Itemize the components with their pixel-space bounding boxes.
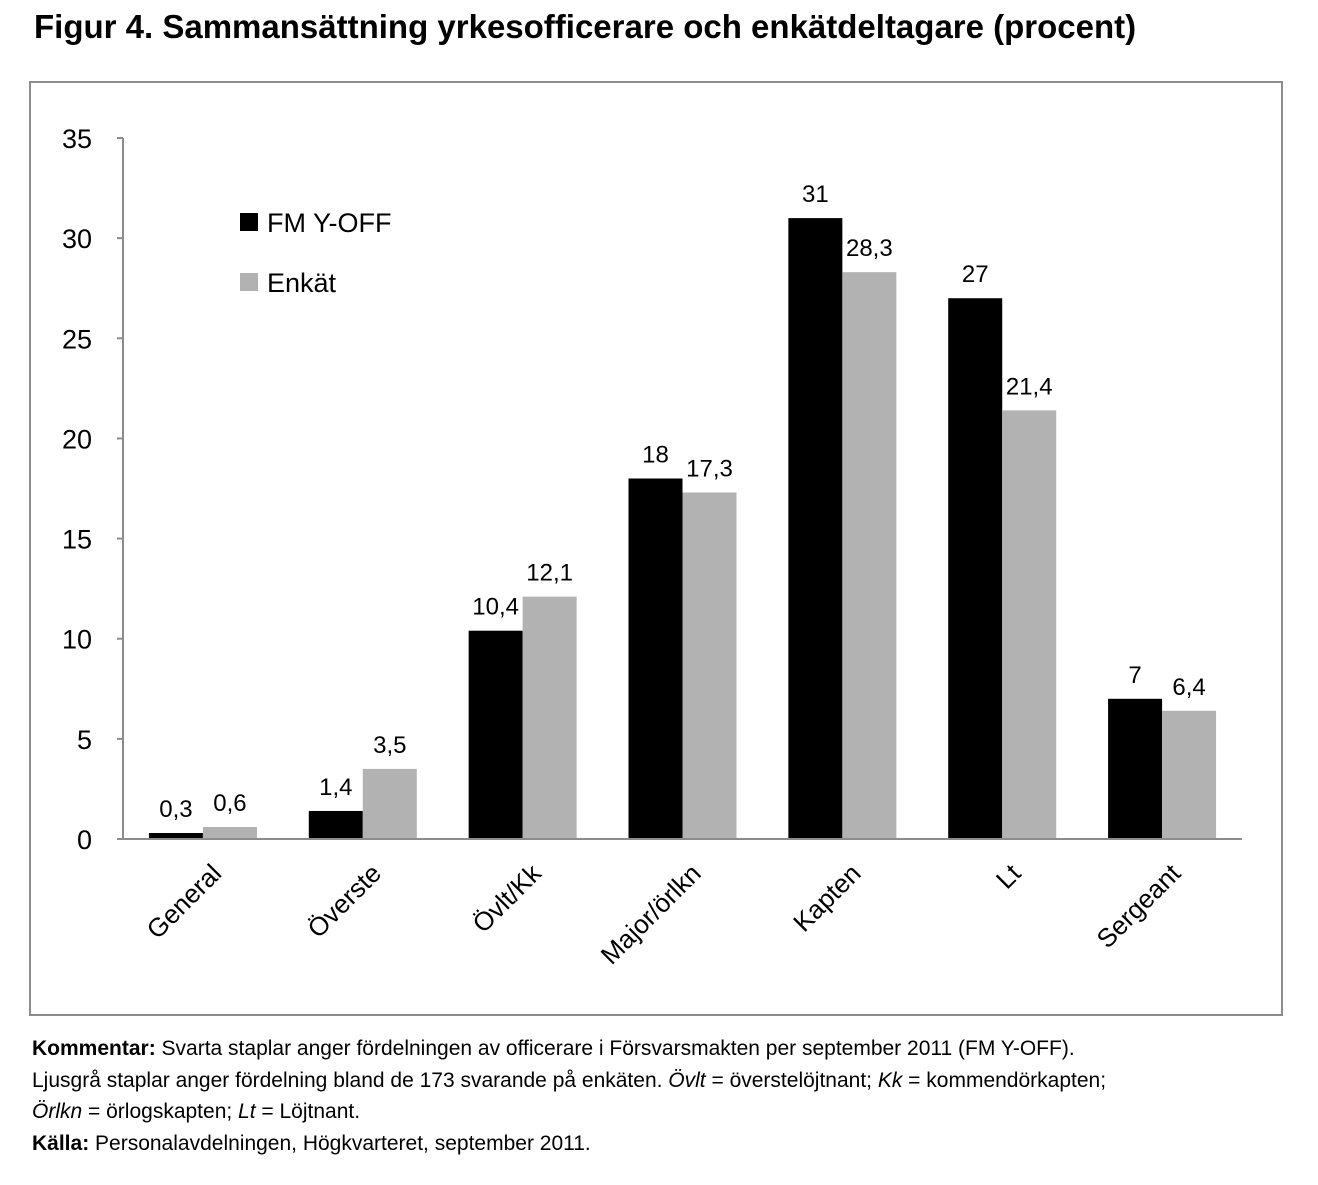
y-tick-label: 30 (62, 224, 92, 254)
data-label: 0,6 (213, 790, 246, 817)
source-line: Källa: Personalavdelningen, Högkvarteret… (32, 1128, 1302, 1160)
y-tick-label: 5 (77, 725, 92, 755)
legend-label: Enkät (267, 268, 337, 298)
data-label: 0,3 (159, 796, 192, 823)
x-tick-label: Kapten (787, 858, 866, 937)
data-label: 7 (1128, 662, 1141, 689)
figure-notes: Kommentar: Svarta staplar anger fördelni… (32, 1033, 1302, 1159)
data-label: 17,3 (686, 456, 733, 483)
bar-fm-y-off (148, 832, 203, 839)
abbr-ovlt: Övlt (668, 1068, 706, 1092)
y-tick-label: 10 (62, 625, 92, 655)
y-tick-label: 20 (62, 424, 92, 454)
bar-fm-y-off (948, 298, 1003, 839)
comment-line-1: Kommentar: Svarta staplar anger fördelni… (32, 1033, 1302, 1065)
bar-fm-y-off (628, 478, 683, 839)
data-label: 18 (642, 441, 669, 468)
y-tick-label: 0 (77, 825, 92, 855)
def-ovlt: = överstelöjtnant; (705, 1068, 878, 1092)
legend-swatch (240, 273, 258, 291)
y-tick-label: 15 (62, 525, 92, 555)
comment-line-2: Ljusgrå staplar anger fördelning bland d… (32, 1065, 1302, 1097)
data-label: 21,4 (1006, 373, 1053, 400)
abbr-lt: Lt (238, 1100, 256, 1123)
data-label: 27 (962, 261, 989, 288)
data-label: 3,5 (373, 732, 406, 759)
comment-label: Kommentar: (32, 1037, 156, 1060)
bar-enkat (202, 826, 257, 839)
bar-fm-y-off (1108, 698, 1163, 839)
bar-enkat (842, 272, 897, 840)
bar-fm-y-off (788, 218, 843, 840)
y-tick-label: 35 (62, 124, 92, 154)
source-text: Personalavdelningen, Högkvarteret, septe… (89, 1131, 591, 1155)
abbr-kk: Kk (877, 1068, 903, 1092)
legend-swatch (240, 213, 258, 231)
bar-enkat (1162, 710, 1217, 839)
bar-enkat (362, 768, 417, 839)
x-tick-label: Överste (301, 858, 387, 944)
comment-text-2: Ljusgrå staplar anger fördelning bland d… (32, 1068, 669, 1092)
comment-text-1: Svarta staplar anger fördelningen av off… (161, 1037, 1075, 1060)
def-orlkn: = örlogskapten; (82, 1100, 239, 1123)
bar-enkat (682, 492, 737, 839)
data-label: 31 (802, 181, 829, 208)
bar-enkat (522, 596, 577, 839)
figure-title: Figur 4. Sammansättning yrkesofficerare … (34, 8, 1137, 45)
data-label: 28,3 (846, 235, 893, 262)
x-tick-label: Major/örlkn (595, 858, 707, 970)
data-label: 6,4 (1172, 674, 1205, 701)
def-lt: = Löjtnant. (255, 1100, 361, 1123)
data-label: 12,1 (526, 560, 573, 587)
bar-enkat (1002, 410, 1057, 839)
x-tick-label: Lt (990, 857, 1027, 894)
y-tick-label: 25 (62, 324, 92, 354)
bar-fm-y-off (308, 810, 363, 839)
bar-fm-y-off (468, 630, 523, 839)
x-tick-label: Sergeant (1090, 857, 1186, 953)
def-kk: = kommendörkapten; (902, 1068, 1107, 1092)
data-label: 1,4 (319, 774, 352, 801)
x-tick-label: General (141, 858, 228, 945)
abbr-orlkn: Örlkn (32, 1100, 83, 1123)
source-label: Källa: (32, 1131, 90, 1155)
data-label: 10,4 (472, 594, 519, 621)
x-tick-label: Övlt/Kk (466, 857, 547, 938)
legend-label: FM Y-OFF (267, 208, 392, 238)
comment-line-3: Örlkn = örlogskapten; Lt = Löjtnant. (32, 1096, 1302, 1128)
